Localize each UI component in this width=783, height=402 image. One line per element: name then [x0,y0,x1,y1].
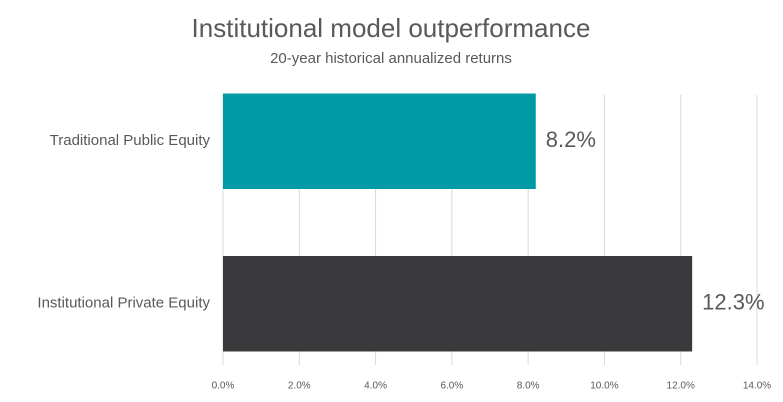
chart-subtitle: 20-year historical annualized returns [270,50,512,67]
y-tick-label: Traditional Public Equity [50,132,211,149]
value-label: 12.3% [702,290,764,315]
x-tick-label: 6.0% [440,381,463,392]
x-tick-label: 10.0% [590,381,618,392]
x-tick-label: 0.0% [212,381,235,392]
x-tick-label: 12.0% [667,381,695,392]
x-tick-label: 4.0% [364,381,387,392]
y-tick-label: Institutional Private Equity [37,295,210,312]
bar [223,93,536,189]
bar [223,256,693,352]
value-label: 8.2% [546,127,596,152]
chart-title: Institutional model outperformance [192,13,591,43]
x-tick-label: 8.0% [517,381,540,392]
x-tick-label: 14.0% [743,381,771,392]
x-tick-label: 2.0% [288,381,311,392]
